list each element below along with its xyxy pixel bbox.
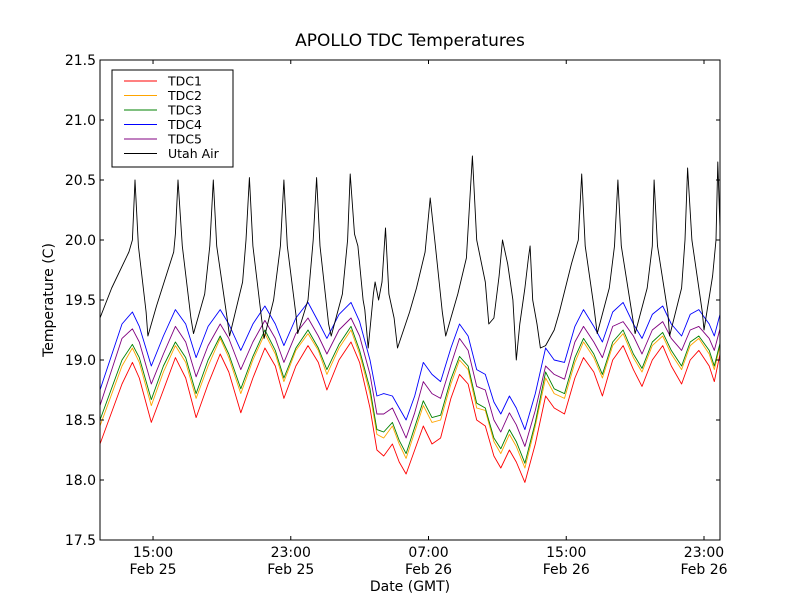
legend-label: TDC1 [167,74,202,89]
x-tick-label-date: Feb 26 [405,562,452,578]
x-axis-label: Date (GMT) [370,579,450,595]
x-tick-label-time: 07:00 [408,545,448,561]
legend-item-tdc4: TDC4 [124,117,202,132]
legend-label: TDC4 [167,117,202,132]
legend-item-utah-air: Utah Air [124,146,220,161]
legend-frame [111,69,234,168]
x-tick-label-time: 23:00 [271,545,311,561]
y-tick-label: 18.5 [65,413,96,429]
x-tick-label-time: 15:00 [133,545,173,561]
x-tick-label-date: Feb 26 [543,562,590,578]
series-line-tdc5 [100,317,720,447]
y-tick-label: 20.0 [65,233,96,249]
y-tick-label: 19.5 [65,293,96,309]
y-axis: 17.5 18.0 18.5 19.0 19.5 20.0 20.5 21.0 21.5 [65,53,720,549]
x-tick-label-time: 23:00 [684,545,724,561]
y-tick-label: 18.0 [65,473,96,489]
x-tick-label-date: Feb 26 [680,562,727,578]
series-line-tdc1 [100,341,720,483]
x-tick-label-date: Feb 25 [267,562,314,578]
legend-label: TDC5 [167,132,202,147]
x-tick-label-date: Feb 25 [129,562,176,578]
chart-title: APOLLO TDC Temperatures [295,31,525,51]
legend-item-tdc2: TDC2 [124,88,202,103]
x-tick-label-time: 15:00 [546,545,586,561]
series-line-tdc2 [100,329,720,469]
legend-label: TDC3 [167,103,202,118]
y-tick-label: 19.0 [65,353,96,369]
series-line-utah-air [100,155,720,361]
legend-label: Utah Air [168,146,220,161]
legend-item-tdc3: TDC3 [124,103,202,118]
y-axis-label: Temperature (C) [41,243,57,358]
legend-item-tdc5: TDC5 [124,132,202,147]
y-tick-label: 20.5 [65,173,96,189]
series-line-tdc3 [100,325,720,464]
y-tick-label: 21.5 [65,53,96,69]
y-tick-label: 21.0 [65,113,96,129]
series-line-tdc4 [100,301,720,431]
legend-label: TDC2 [167,88,202,103]
legend-item-tdc1: TDC1 [124,74,202,89]
plot-area [100,155,720,483]
y-tick-label: 17.5 [65,533,96,549]
